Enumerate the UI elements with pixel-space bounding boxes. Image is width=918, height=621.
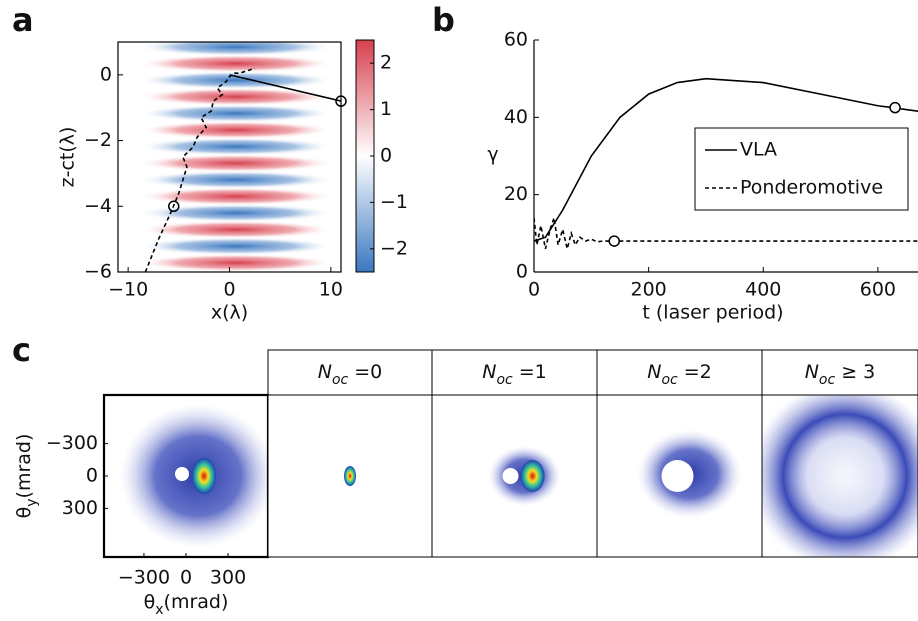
colorbar-tick-label: 1: [380, 98, 392, 120]
field-stripe: [138, 121, 334, 139]
image-title-part: =1: [513, 361, 547, 383]
y-tick-label: 20: [504, 183, 528, 205]
x-tick-label: 10: [319, 279, 343, 301]
y-tick-label: −4: [84, 195, 112, 217]
image: [104, 395, 268, 557]
figure-root: a−10 0 100−2−4−6x(λ)z-ct(λ)210−1−2b0 200 400…: [12, 1, 918, 618]
image: [762, 395, 918, 557]
panel-label: b: [432, 1, 455, 39]
series-line: [534, 217, 918, 250]
image-title-part: oc: [496, 372, 513, 388]
image: [597, 395, 762, 557]
intensity-blob: [661, 460, 694, 492]
field-stripe: [138, 253, 334, 272]
colorbar-tick-label: 0: [380, 145, 392, 167]
x-tick-label: 600: [860, 279, 896, 301]
x-axis-label-part: x: [155, 602, 163, 618]
y-tick-label: −300: [46, 432, 98, 454]
marker: [608, 235, 620, 247]
image-title-part: N: [318, 361, 332, 383]
x-axis-label-part: θ: [144, 591, 156, 613]
field: [138, 42, 341, 272]
image-title-part: oc: [819, 372, 836, 388]
intensity-blob: [762, 395, 918, 557]
x-tick-label: 300: [210, 567, 246, 589]
x-tick-label: −300: [118, 567, 170, 589]
image-title-part: ≥ 3: [835, 361, 875, 383]
image-title-part: =2: [678, 361, 712, 383]
image-title: Noc =2: [647, 361, 712, 389]
y-tick-label: 300: [62, 497, 98, 519]
field-stripe: [138, 104, 334, 123]
title-cell: [761, 349, 918, 396]
intensity-blob: [344, 466, 356, 486]
field-stripe: [138, 42, 334, 56]
trajectory: [229, 74, 341, 102]
x-axis-label-part: (mrad): [164, 591, 229, 613]
legend-label: Ponderomotive: [740, 177, 883, 199]
x-axis-label: t (laser period): [642, 302, 783, 324]
x-tick-label: 0: [528, 279, 540, 301]
y-axis-label-part: y: [24, 498, 40, 506]
y-tick-label: −6: [84, 261, 112, 283]
image-title: Noc =1: [482, 361, 547, 389]
image: [432, 395, 597, 557]
image-title: Noc ≥ 3: [805, 361, 876, 389]
y-tick-label: 0: [516, 261, 528, 283]
intensity-blob: [502, 468, 519, 484]
field-stripe: [138, 154, 334, 173]
legend-box: [694, 127, 909, 211]
y-tick-label: 0: [100, 63, 112, 85]
colorbar-tick-label: 2: [380, 52, 392, 74]
x-tick-label: 0: [223, 279, 235, 301]
field-stripe: [138, 170, 334, 189]
x-tick-label: 400: [745, 279, 781, 301]
legend-label: VLA: [740, 139, 777, 161]
field-stripe: [180, 270, 292, 272]
y-axis-label: z-ct(λ): [57, 127, 79, 188]
image-title-part: N: [647, 361, 661, 383]
image-title: Noc =0: [318, 361, 383, 389]
colorbar-tick-label: −1: [380, 191, 408, 213]
field-stripe: [138, 87, 334, 106]
image-title-part: oc: [661, 372, 678, 388]
field-stripe: [138, 71, 334, 90]
intensity-blob: [520, 460, 545, 492]
y-axis-label-part: (mrad): [13, 434, 35, 499]
trajectory: [144, 67, 256, 272]
y-tick-label: 40: [504, 106, 528, 128]
x-tick-label: 0: [180, 567, 192, 589]
field-stripe: [138, 54, 334, 73]
marker: [889, 101, 901, 114]
image-title-part: =0: [348, 361, 382, 383]
y-tick-label: 0: [86, 465, 98, 487]
panel-label: c: [12, 331, 31, 369]
y-tick-label: 60: [504, 29, 528, 51]
y-axis-label: γ: [487, 144, 498, 166]
y-axis-label-part: θ: [13, 507, 35, 519]
x-axis-label: x(λ): [211, 302, 248, 324]
panel-label: a: [12, 1, 34, 39]
marker: [168, 200, 180, 213]
field-stripe: [138, 237, 334, 256]
colorbar-tick-label: −2: [380, 237, 408, 259]
y-axis-label: θy(mrad): [13, 434, 41, 519]
x-tick-label: −10: [108, 279, 148, 301]
plot: [534, 77, 918, 250]
series-line: [534, 77, 918, 242]
image-title-part: N: [482, 361, 496, 383]
image: [268, 395, 432, 557]
field-stripe: [138, 187, 334, 206]
field-stripe: [138, 220, 334, 239]
intensity-blob: [192, 458, 216, 494]
field-stripe: [138, 137, 334, 156]
image-title-part: oc: [332, 372, 349, 388]
x-axis-label: θx(mrad): [144, 591, 229, 619]
image-title-part: N: [805, 361, 819, 383]
x-tick-label: 200: [630, 279, 666, 301]
intensity-blob: [175, 467, 189, 481]
y-tick-label: −2: [84, 129, 112, 151]
field-stripe: [138, 204, 334, 222]
